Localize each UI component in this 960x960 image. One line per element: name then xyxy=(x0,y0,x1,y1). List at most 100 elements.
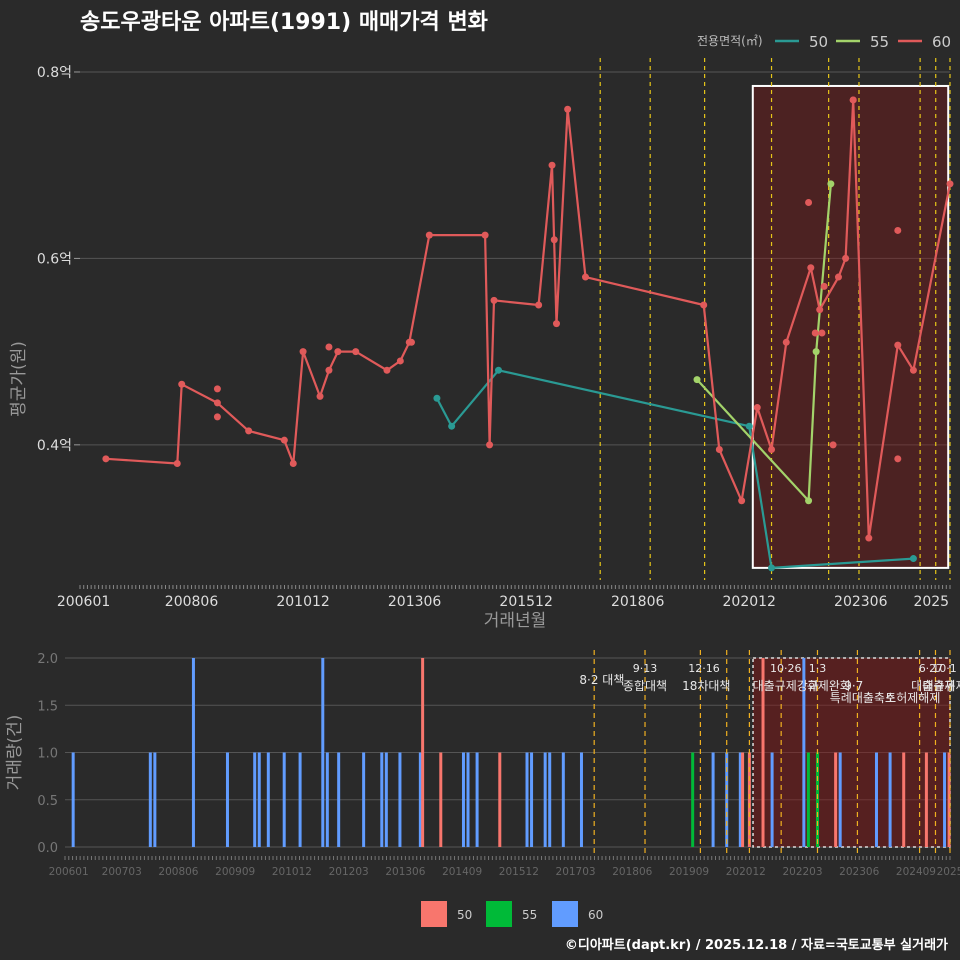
x-tick-label: 201512 xyxy=(499,866,539,878)
x-tick-label: 201512 xyxy=(499,594,552,610)
x-tick-label: 200601 xyxy=(49,866,89,878)
data-point-50 xyxy=(448,422,456,430)
x-tick-label: 202306 xyxy=(839,866,879,878)
y-tick-label: 0.4억 xyxy=(37,438,72,454)
policy-annotation: 12·16 xyxy=(688,662,720,675)
data-point-60 xyxy=(325,343,333,351)
bar-50 xyxy=(947,752,951,847)
data-point-60 xyxy=(829,441,837,449)
data-point-55 xyxy=(827,180,835,188)
data-point-60 xyxy=(581,273,589,281)
y-tick-label: 0.5 xyxy=(37,794,58,809)
y-tick-label: 0.8억 xyxy=(37,65,72,81)
data-point-60 xyxy=(289,459,297,467)
y-tick-label: 0.6억 xyxy=(37,251,72,267)
x-tick-label: 200703 xyxy=(102,866,142,878)
x-tick-label: 200601 xyxy=(57,594,110,610)
x-tick-label: 201306 xyxy=(385,866,425,878)
policy-annotation: 18차대책 xyxy=(682,678,730,693)
y-axis-label: 평균가(원) xyxy=(9,341,29,417)
data-point-60 xyxy=(849,96,857,104)
data-point-60 xyxy=(383,366,391,374)
bar-60 xyxy=(282,752,286,847)
bar-55 xyxy=(806,752,810,847)
data-point-60 xyxy=(816,306,824,314)
bar-60 xyxy=(888,752,892,847)
data-point-60 xyxy=(334,348,342,356)
legend-label-55: 55 xyxy=(522,908,537,922)
policy-annotation: 9·13 xyxy=(633,662,658,675)
data-point-50 xyxy=(433,394,441,402)
data-point-60 xyxy=(894,455,902,463)
policy-annotation: 10·1 xyxy=(932,662,957,675)
bar-55 xyxy=(691,752,695,847)
bar-60 xyxy=(380,752,384,847)
bar-60 xyxy=(530,752,534,847)
x-minor-ticks xyxy=(79,585,951,589)
data-point-60 xyxy=(245,427,253,435)
x-tick-label: 2025 xyxy=(913,594,949,610)
bar-60 xyxy=(466,752,470,847)
x-tick-label: 202012 xyxy=(723,594,776,610)
bar-60 xyxy=(475,752,479,847)
data-point-60 xyxy=(102,455,110,463)
data-point-60 xyxy=(407,338,415,346)
legend-label-55: 55 xyxy=(870,33,889,51)
bar-50 xyxy=(761,658,765,847)
chart-title: 송도우광타운 아파트(1991) 매매가격 변화 xyxy=(80,10,488,35)
bar-50 xyxy=(439,752,443,847)
legend-label-60: 60 xyxy=(588,908,603,922)
data-point-60 xyxy=(753,404,761,412)
data-point-60 xyxy=(894,226,902,234)
source-footer: ©디아파트(dapt.kr) / 2025.12.18 / 자료=국토교통부 실… xyxy=(564,938,948,953)
data-point-55 xyxy=(693,376,701,384)
y-tick-label: 1.0 xyxy=(37,747,58,762)
policy-annotation: 10·26 xyxy=(770,662,802,675)
legend-label-60: 60 xyxy=(932,33,951,51)
data-point-60 xyxy=(352,348,360,356)
bar-50 xyxy=(834,752,838,847)
y-tick-label: 2.0 xyxy=(37,652,58,667)
x-tick-label: 200909 xyxy=(215,866,255,878)
data-point-60 xyxy=(564,105,572,113)
bar-60 xyxy=(298,752,302,847)
bar-60 xyxy=(253,752,257,847)
x-tick-label: 201703 xyxy=(556,866,596,878)
x-tick-label: 200806 xyxy=(158,866,198,878)
data-point-60 xyxy=(738,497,746,505)
x-tick-label: 201409 xyxy=(442,866,482,878)
bar-60 xyxy=(561,752,565,847)
data-point-60 xyxy=(535,301,543,309)
bar-60 xyxy=(325,752,329,847)
data-point-60 xyxy=(820,282,828,290)
bar-60 xyxy=(943,752,947,847)
bar-50 xyxy=(498,752,502,847)
data-point-60 xyxy=(396,357,404,365)
bar-50 xyxy=(747,752,751,847)
data-point-60 xyxy=(316,392,324,400)
data-point-50 xyxy=(745,422,753,430)
bar-60 xyxy=(191,658,195,847)
policy-annotation: 종합대책 xyxy=(623,678,667,693)
bar-60 xyxy=(225,752,229,847)
bar-60 xyxy=(362,752,366,847)
data-point-60 xyxy=(715,446,723,453)
bar-60 xyxy=(525,752,529,847)
data-point-60 xyxy=(299,348,307,356)
data-point-50 xyxy=(909,555,917,563)
legend-key-50 xyxy=(421,901,447,927)
bar-50 xyxy=(902,752,906,847)
bar-60 xyxy=(738,752,742,847)
policy-annotation: 9·7 xyxy=(844,679,863,693)
bar-60 xyxy=(384,752,388,847)
x-tick-label: 200806 xyxy=(165,594,219,610)
data-point-60 xyxy=(213,385,221,393)
policy-annotation: 대출규제 xyxy=(911,679,955,693)
legend-label-50: 50 xyxy=(809,33,828,51)
x-tick-label: 202409 xyxy=(896,866,936,878)
x-tick-label: 202203 xyxy=(782,866,822,878)
data-point-60 xyxy=(807,264,815,272)
policy-annotation: 6·27 xyxy=(919,662,944,675)
policy-annotation: 규제완화 xyxy=(807,679,851,693)
